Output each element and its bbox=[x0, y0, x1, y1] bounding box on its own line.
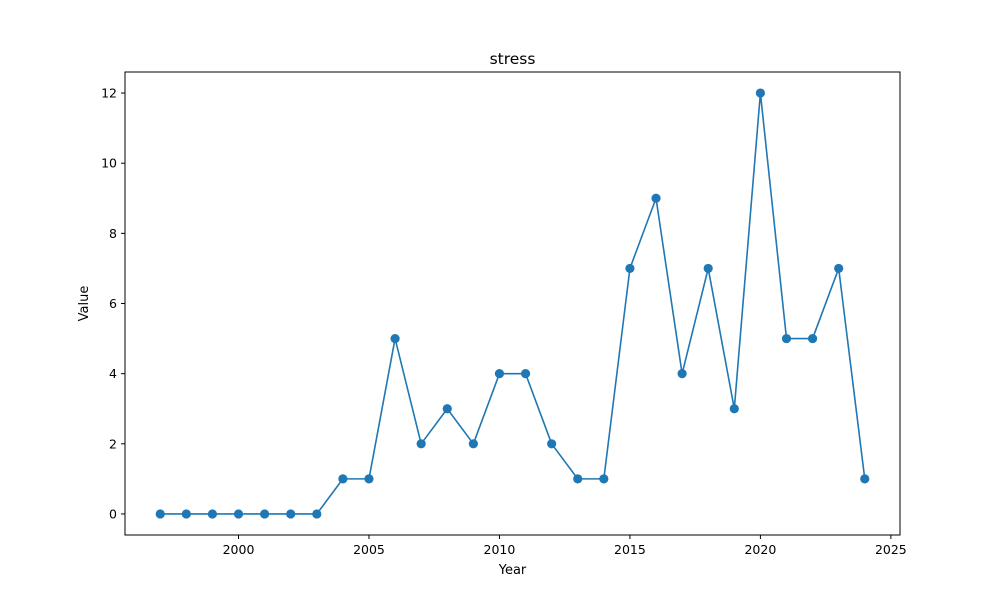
data-point bbox=[286, 509, 296, 519]
data-point bbox=[807, 333, 818, 344]
y-tick-label: 10 bbox=[101, 156, 117, 171]
axes-frame bbox=[124, 71, 901, 536]
x-tick-label: 2025 bbox=[875, 542, 907, 557]
data-point bbox=[651, 193, 661, 203]
x-axis-label: Year bbox=[498, 563, 527, 578]
data-point bbox=[729, 404, 739, 414]
data-point bbox=[860, 474, 870, 484]
data-point bbox=[207, 509, 218, 519]
y-tick-label: 8 bbox=[109, 226, 117, 241]
data-point bbox=[625, 263, 635, 274]
x-tick-label: 2010 bbox=[484, 542, 516, 557]
y-tick-label: 0 bbox=[109, 506, 117, 521]
data-point bbox=[181, 509, 191, 519]
data-point bbox=[416, 439, 426, 449]
data-point bbox=[260, 509, 270, 519]
data-point bbox=[677, 369, 687, 379]
data-point bbox=[442, 404, 452, 414]
data-point bbox=[781, 333, 792, 344]
data-point bbox=[755, 88, 765, 98]
data-point bbox=[703, 263, 713, 274]
data-point bbox=[155, 509, 165, 519]
series-line bbox=[160, 92, 866, 515]
data-point bbox=[468, 439, 478, 449]
data-point bbox=[390, 333, 400, 344]
chart-title: stress bbox=[490, 50, 536, 68]
data-point bbox=[338, 474, 348, 484]
x-tick-label: 2005 bbox=[353, 542, 385, 557]
data-point bbox=[312, 509, 322, 519]
x-tick-label: 2015 bbox=[614, 542, 646, 557]
y-tick-label: 12 bbox=[101, 86, 117, 101]
data-point bbox=[233, 509, 244, 519]
data-point bbox=[520, 369, 531, 379]
data-point bbox=[547, 439, 557, 449]
data-point bbox=[834, 263, 844, 274]
x-tick-label: 2000 bbox=[223, 542, 255, 557]
data-point bbox=[364, 474, 374, 484]
y-tick-label: 4 bbox=[109, 366, 117, 381]
plot-area: 2000 2005 2010 2015 2020 2025 0 2 4 6 8 10 12 bbox=[101, 86, 907, 557]
y-axis-label: Value bbox=[77, 286, 92, 322]
data-point bbox=[494, 369, 505, 379]
x-tick-label: 2020 bbox=[744, 542, 776, 557]
data-point bbox=[599, 474, 609, 484]
y-tick-label: 6 bbox=[109, 296, 117, 311]
y-tick-label: 2 bbox=[109, 436, 117, 451]
data-point bbox=[573, 474, 583, 484]
